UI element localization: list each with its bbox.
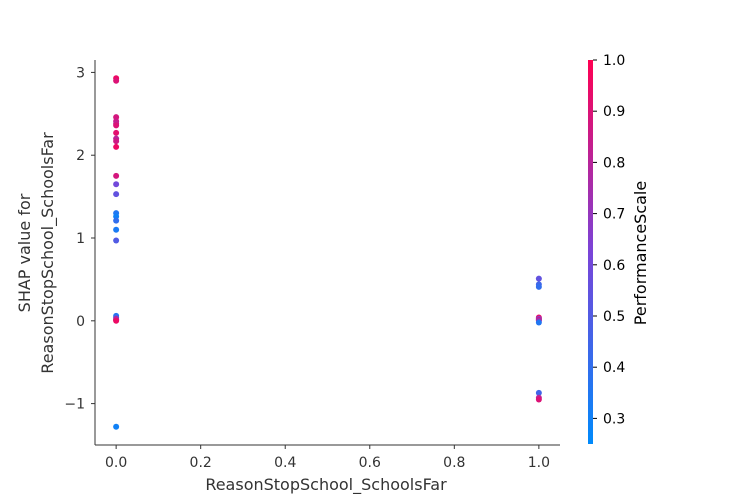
- x-tick-label: 1.0: [528, 455, 550, 471]
- colorbar-tick-label: 0.8: [603, 155, 625, 171]
- data-point: [113, 181, 120, 188]
- data-point: [113, 237, 120, 244]
- y-axis-label-line-2: ReasonStopSchool_SchoolsFar: [38, 132, 58, 374]
- colorbar-tick-label: 1.0: [603, 53, 625, 69]
- colorbar-tick-label: 0.9: [603, 104, 625, 120]
- data-point: [113, 138, 120, 145]
- data-point: [113, 213, 120, 220]
- data-point: [113, 226, 120, 233]
- data-point: [113, 77, 120, 84]
- x-axis: 0.0 0.2 0.4 0.6 0.8 1.0: [95, 444, 560, 471]
- colorbar-ticks: 0.3 0.4 0.5 0.6 0.7 0.8 0.9 1.0: [593, 53, 625, 427]
- data-point: [535, 283, 542, 290]
- x-tick-label: 0.8: [443, 455, 465, 471]
- data-point: [535, 396, 542, 403]
- colorbar-tick-label: 0.7: [603, 207, 625, 223]
- y-axis: −1 0 1 2 3: [64, 60, 96, 445]
- colorbar-tick-label: 0.5: [603, 309, 625, 325]
- colorbar-label: PerformanceScale: [631, 181, 650, 325]
- data-point: [535, 389, 542, 396]
- data-point: [113, 191, 120, 198]
- data-point: [113, 423, 120, 430]
- data-point: [113, 122, 120, 129]
- data-point: [535, 275, 542, 282]
- data-point: [113, 114, 120, 121]
- data-point: [113, 317, 120, 324]
- x-tick-label: 0.4: [274, 455, 296, 471]
- y-tick-label: 2: [76, 148, 85, 164]
- colorbar-tick-label: 0.6: [603, 258, 625, 274]
- data-point: [113, 129, 120, 136]
- data-point: [113, 172, 120, 179]
- data-point: [113, 143, 120, 150]
- colorbar-tick-label: 0.4: [603, 360, 625, 376]
- x-axis-label: ReasonStopSchool_SchoolsFar: [205, 475, 447, 495]
- x-tick-label: 0.6: [359, 455, 381, 471]
- x-tick-label: 0.2: [190, 455, 212, 471]
- y-tick-label: 3: [76, 65, 85, 81]
- y-tick-label: 0: [76, 314, 85, 330]
- y-tick-label: 1: [76, 231, 85, 247]
- data-point: [535, 319, 542, 326]
- colorbar-tick-label: 0.3: [603, 411, 625, 427]
- x-tick-label: 0.0: [105, 455, 127, 471]
- y-tick-label: −1: [64, 397, 85, 413]
- y-axis-label-line-1: SHAP value for: [15, 193, 34, 312]
- data-point: [113, 217, 120, 224]
- data-points: [113, 75, 542, 430]
- colorbar: [588, 60, 593, 444]
